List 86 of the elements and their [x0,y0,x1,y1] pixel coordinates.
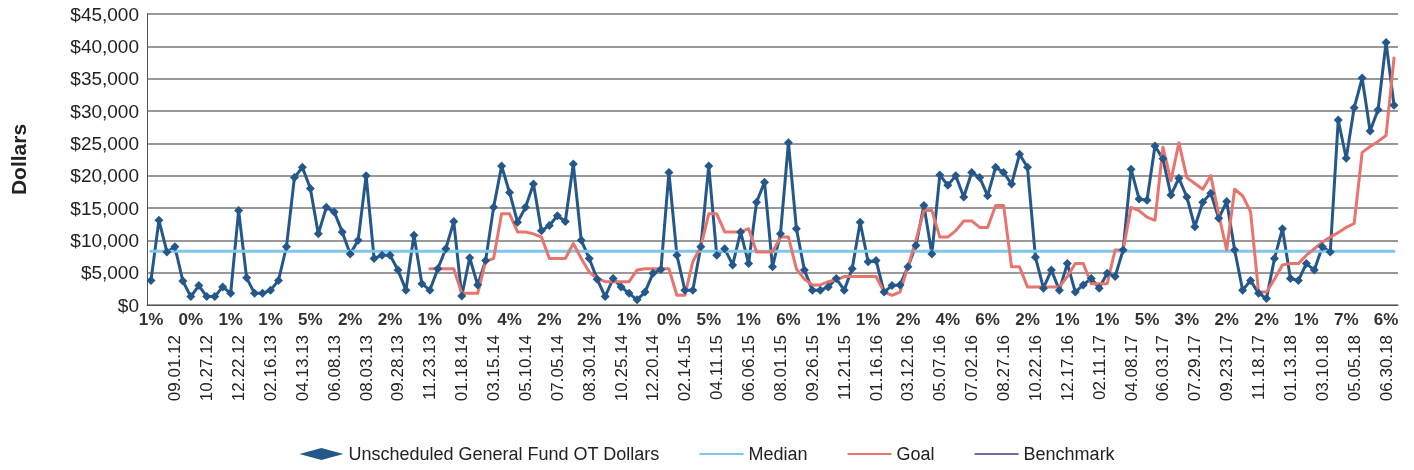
text: 0% [457,309,482,329]
text: 1% [1294,309,1319,329]
text: 4% [497,309,522,329]
text: 6% [776,309,801,329]
x-tick-label: 06.08.13 [324,335,344,402]
x-tick-label: 12.17.16 [1057,335,1077,402]
y-tick-label: $45,000 [70,3,139,25]
y-tick-label: $20,000 [70,165,139,187]
y-axis-title: Dollars [7,123,30,196]
text: 5% [1134,309,1160,329]
x-tick-label: 07.02.16 [962,335,982,402]
text: 2% [377,309,403,329]
text: 1% [417,309,443,329]
text: 1% [855,309,881,329]
x-tick-label: 05.05.18 [1344,335,1364,402]
x-tick-label: 02.14.15 [675,335,695,402]
legend-label: Goal [896,444,935,464]
text: 2% [1254,309,1279,329]
x-tick-label: 10.27.12 [197,335,217,402]
text: 2% [576,309,602,329]
text: 1% [138,309,164,329]
text: 0% [178,309,204,329]
text: 7% [1333,309,1359,329]
y-tick-label: $25,000 [70,132,139,154]
y-tick-label: $30,000 [70,100,139,122]
text: 5% [298,309,323,329]
x-tick-label: 05.10.14 [515,335,535,402]
y-tick-label: $10,000 [70,229,139,251]
x-tick-label: 10.25.14 [611,335,631,402]
legend-label: Benchmark [1023,444,1116,464]
text: 1% [1055,309,1080,329]
x-tick-label: 02.11.17 [1089,335,1109,400]
x-tick-label: 04.13.13 [292,335,312,402]
x-tick-label: 12.22.12 [229,335,249,402]
x-tick-label: 11.21.15 [834,335,854,400]
text: 1% [616,309,642,329]
text: 3% [1174,309,1200,329]
x-tick-label: 09.23.17 [1217,335,1237,402]
text: 2% [1214,309,1239,329]
x-tick-label: 03.10.18 [1312,335,1332,402]
x-tick-label: 08.01.15 [770,335,790,402]
x-tick-label: 08.27.16 [994,335,1014,402]
text: 5% [696,309,722,329]
text: 2% [337,309,363,329]
text: 2% [1015,309,1040,329]
x-tick-label: 08.30.14 [579,335,599,402]
x-tick-label: 03.12.16 [898,335,918,402]
x-tick-label: 03.15.14 [484,335,504,402]
x-tick-label: 08.03.13 [356,335,376,402]
x-tick-label: 07.05.14 [547,335,567,402]
x-tick-label: 01.16.16 [866,335,886,402]
x-tick-label: 02.16.13 [261,335,281,402]
x-tick-label: 12.20.14 [643,335,663,402]
y-tick-label: $15,000 [70,197,139,219]
x-tick-label: 09.28.13 [388,335,408,402]
x-tick-label: 10.22.16 [1025,335,1045,402]
x-tick-label: 04.08.17 [1121,335,1141,402]
text: 6% [975,309,1000,329]
x-tick-label: 09.26.15 [802,335,822,402]
text: 2% [537,309,562,329]
y-tick-label: $40,000 [70,35,139,57]
text: 2% [895,309,921,329]
x-tick-label: 06.30.18 [1376,335,1396,402]
text: 1% [258,309,283,329]
text: 0% [656,309,682,329]
text: 6% [1373,309,1399,329]
x-tick-label: 01.13.18 [1280,335,1300,402]
x-tick-label: 04.11.15 [707,335,727,400]
x-tick-label: 11.23.13 [420,335,440,400]
y-tick-label: $0 [117,294,139,316]
text: 4% [935,309,961,329]
x-tick-label: 05.07.16 [930,335,950,402]
x-tick-label: 09.01.12 [165,335,185,402]
x-tick-label: 06.06.15 [739,335,759,402]
legend-label: Median [748,444,808,464]
x-tick-label: 11.18.17 [1249,335,1269,400]
text: 1% [1094,309,1120,329]
y-tick-label: $35,000 [70,68,139,90]
legend-label: Unscheduled General Fund OT Dollars [348,444,660,464]
text: 1% [736,309,761,329]
text: 1% [218,309,243,329]
x-tick-label: 01.18.14 [452,335,472,402]
x-tick-label: 07.29.17 [1185,335,1205,402]
x-tick-label: 06.03.17 [1153,335,1173,402]
y-tick-label: $5,000 [80,262,139,284]
text: 1% [815,309,841,329]
